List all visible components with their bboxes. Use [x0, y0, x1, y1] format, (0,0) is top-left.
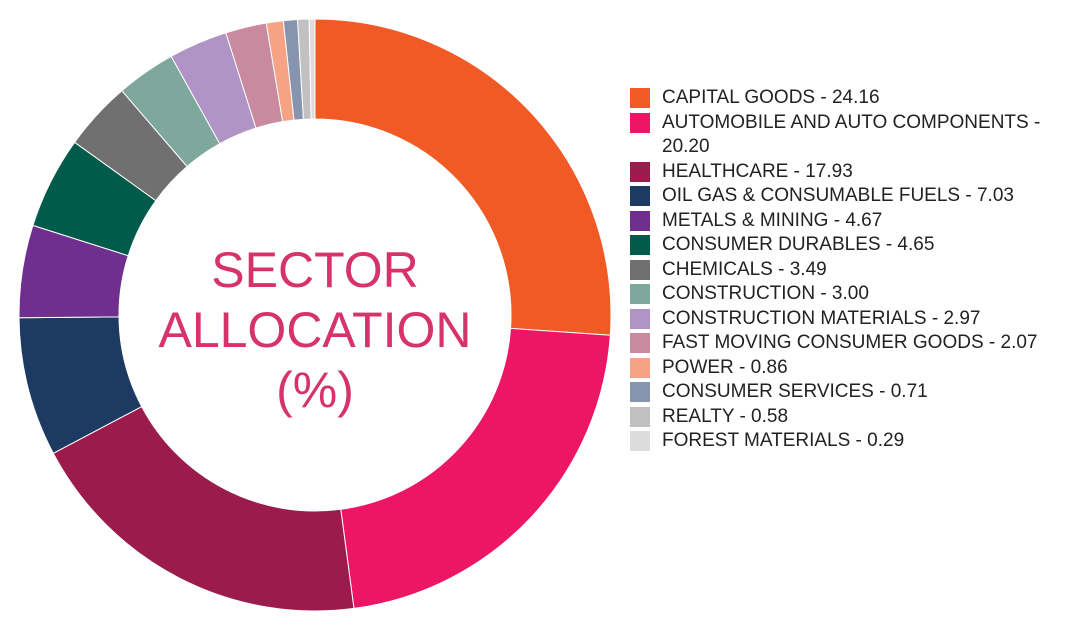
donut-slice	[314, 18, 612, 336]
legend-label: CHEMICALS - 3.49	[662, 258, 827, 280]
legend-label: METALS & MINING - 4.67	[662, 209, 883, 231]
legend-item: CAPITAL GOODS - 24.16	[630, 86, 1075, 111]
legend-item: OIL GAS & CONSUMABLE FUELS - 7.03	[630, 184, 1075, 209]
legend-swatch	[630, 431, 650, 451]
donut-slice	[340, 327, 611, 609]
legend-swatch	[630, 235, 650, 255]
legend-swatch	[630, 186, 650, 206]
legend-swatch	[630, 88, 650, 108]
legend-label: HEALTHCARE - 17.93	[662, 160, 853, 182]
legend-item: REALTY - 0.58	[630, 405, 1075, 430]
legend-item: CHEMICALS - 3.49	[630, 258, 1075, 283]
legend-item: AUTOMOBILE AND AUTO COMPONENTS - 20.20	[630, 111, 1075, 160]
donut-slice	[308, 18, 316, 120]
legend-label: CONSTRUCTION - 3.00	[662, 283, 869, 304]
legend-item: POWER - 0.86	[630, 356, 1075, 381]
legend-swatch	[630, 161, 650, 182]
legend-item: FAST MOVING CONSUMER GOODS - 2.07	[630, 331, 1075, 356]
legend: CAPITAL GOODS - 24.16 AUTOMOBILE AND AUTO…	[630, 86, 1075, 454]
legend-swatch	[630, 406, 650, 427]
legend-label: POWER - 0.86	[662, 356, 788, 378]
legend-item: METALS & MINING - 4.67	[630, 209, 1075, 234]
legend-label: CONSTRUCTION MATERIALS - 2.97	[662, 307, 981, 329]
legend-item: HEALTHCARE - 17.93	[630, 160, 1075, 185]
legend-label: REALTY - 0.58	[662, 405, 789, 427]
legend-swatch	[630, 284, 650, 304]
legend-item: CONSUMER SERVICES - 0.71	[630, 380, 1075, 405]
legend-swatch	[630, 210, 650, 231]
legend-swatch	[630, 382, 650, 402]
legend-label: AUTOMOBILE AND AUTO COMPONENTS - 20.20	[662, 111, 1041, 158]
legend-label: FAST MOVING CONSUMER GOODS - 2.07	[662, 332, 1038, 353]
legend-label: CAPITAL GOODS - 24.16	[662, 87, 880, 108]
legend-swatch	[630, 308, 650, 329]
legend-swatch	[630, 333, 650, 353]
legend-swatch	[630, 357, 650, 378]
legend-swatch	[630, 112, 650, 133]
legend-item: CONSTRUCTION MATERIALS - 2.97	[630, 307, 1075, 332]
legend-item: FOREST MATERIALS - 0.29	[630, 429, 1075, 454]
donut-slice	[52, 405, 355, 612]
legend-label: FOREST MATERIALS - 0.29	[662, 430, 905, 451]
legend-label: OIL GAS & CONSUMABLE FUELS - 7.03	[662, 185, 1014, 206]
legend-label: CONSUMER DURABLES - 4.65	[662, 234, 935, 255]
legend-item: CONSTRUCTION - 3.00	[630, 282, 1075, 307]
legend-label: CONSUMER SERVICES - 0.71	[662, 381, 928, 402]
legend-item: CONSUMER DURABLES - 4.65	[630, 233, 1075, 258]
chart-title: SECTOR ALLOCATION (%)	[158, 242, 472, 418]
chart	[18, 18, 612, 612]
legend-swatch	[630, 259, 650, 280]
